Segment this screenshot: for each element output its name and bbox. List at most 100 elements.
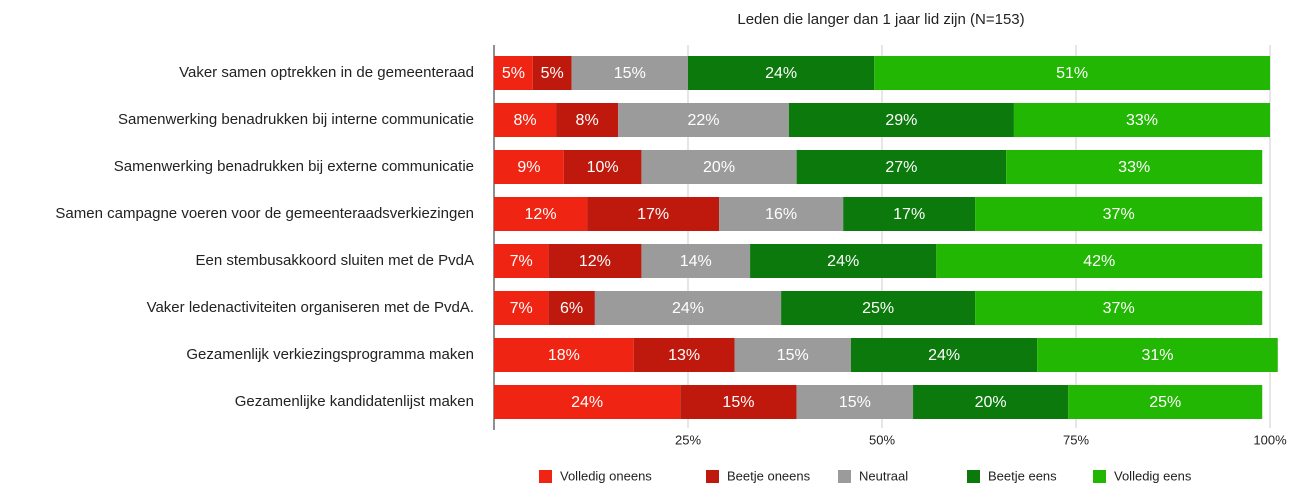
bar-segment xyxy=(594,291,782,325)
bar-segment xyxy=(494,244,549,278)
value-label: 12% xyxy=(525,206,557,223)
value-label: 37% xyxy=(1103,206,1135,223)
value-label: 12% xyxy=(579,253,611,270)
bar-segment xyxy=(633,338,735,372)
value-label: 8% xyxy=(576,112,599,129)
bar-segment xyxy=(975,197,1263,231)
value-label: 24% xyxy=(827,253,859,270)
bar-segment xyxy=(850,338,1038,372)
value-label: 24% xyxy=(672,300,704,317)
bar-segment xyxy=(936,244,1263,278)
bar-segment xyxy=(532,56,572,90)
y-tick-label: Samen campagne voeren voor de gemeentera… xyxy=(55,205,474,222)
value-label: 24% xyxy=(765,65,797,82)
bar-segment xyxy=(680,385,797,419)
chart-title: Leden die langer dan 1 jaar lid zijn (N=… xyxy=(737,11,1024,28)
bar-segment xyxy=(750,244,937,278)
bar-segment xyxy=(494,291,549,325)
value-label: 33% xyxy=(1126,112,1158,129)
bar-segment xyxy=(1006,150,1263,184)
bar-segment xyxy=(641,150,797,184)
x-tick-label: 25% xyxy=(675,432,701,447)
bar-segment xyxy=(1013,103,1270,137)
bar-segment xyxy=(1068,385,1263,419)
value-label: 24% xyxy=(928,347,960,364)
value-label: 29% xyxy=(885,112,917,129)
value-label: 17% xyxy=(637,206,669,223)
value-label: 16% xyxy=(765,206,797,223)
legend-label: Volledig eens xyxy=(1114,468,1192,483)
bar-segment xyxy=(494,385,681,419)
legend-label: Neutraal xyxy=(859,468,908,483)
bar-segment xyxy=(688,56,875,90)
value-label: 24% xyxy=(571,394,603,411)
value-label: 25% xyxy=(862,300,894,317)
legend-label: Beetje eens xyxy=(988,468,1057,483)
y-tick-label: Samenwerking benadrukken bij externe com… xyxy=(114,158,474,175)
value-label: 15% xyxy=(839,394,871,411)
value-label: 42% xyxy=(1083,253,1115,270)
bar-segment xyxy=(556,103,619,137)
value-label: 20% xyxy=(703,159,735,176)
value-label: 22% xyxy=(688,112,720,129)
value-label: 7% xyxy=(510,300,533,317)
bar-segment xyxy=(734,338,851,372)
value-label: 15% xyxy=(614,65,646,82)
x-tick-label: 50% xyxy=(869,432,895,447)
value-label: 25% xyxy=(1149,394,1181,411)
bar-segment xyxy=(571,56,688,90)
bar-segment xyxy=(641,244,751,278)
value-label: 13% xyxy=(668,347,700,364)
value-label: 8% xyxy=(513,112,536,129)
bar-segment xyxy=(587,197,720,231)
bar-segment xyxy=(618,103,789,137)
y-tick-label: Gezamenlijke kandidatenlijst maken xyxy=(235,393,474,410)
bar-segment xyxy=(494,56,533,90)
bar-segment xyxy=(548,291,595,325)
y-tick-label: Samenwerking benadrukken bij interne com… xyxy=(118,111,474,128)
value-label: 15% xyxy=(722,394,754,411)
value-label: 10% xyxy=(587,159,619,176)
value-label: 18% xyxy=(548,347,580,364)
bar-segment xyxy=(494,150,564,184)
legend-swatch xyxy=(539,470,552,483)
bar-segment xyxy=(788,103,1014,137)
bar-segment xyxy=(796,150,1007,184)
y-tick-label: Gezamenlijk verkiezingsprogramma maken xyxy=(186,346,474,363)
value-label: 31% xyxy=(1141,347,1173,364)
legend-swatch xyxy=(967,470,980,483)
bar-segment xyxy=(781,291,976,325)
value-label: 9% xyxy=(517,159,540,176)
value-label: 14% xyxy=(680,253,712,270)
bar-segment xyxy=(548,244,642,278)
value-label: 20% xyxy=(975,394,1007,411)
value-label: 27% xyxy=(885,159,917,176)
bar-segment xyxy=(796,385,914,419)
value-label: 33% xyxy=(1118,159,1150,176)
bar-segment xyxy=(843,197,976,231)
legend-swatch xyxy=(1093,470,1106,483)
y-tick-label: Vaker samen optrekken in de gemeenteraad xyxy=(179,64,474,81)
legend-swatch xyxy=(706,470,719,483)
bar-segment xyxy=(494,103,557,137)
value-label: 6% xyxy=(560,300,583,317)
legend-swatch xyxy=(838,470,851,483)
value-label: 15% xyxy=(777,347,809,364)
y-tick-label: Een stembusakkoord sluiten met de PvdA xyxy=(196,252,474,269)
bar-segment xyxy=(913,385,1069,419)
x-tick-label: 100% xyxy=(1253,432,1287,447)
value-label: 17% xyxy=(893,206,925,223)
bar-segment xyxy=(1037,338,1278,372)
value-label: 7% xyxy=(510,253,533,270)
x-tick-label: 75% xyxy=(1063,432,1089,447)
value-label: 5% xyxy=(541,65,564,82)
value-label: 5% xyxy=(502,65,525,82)
bar-segment xyxy=(494,197,588,231)
bar-segment xyxy=(975,291,1263,325)
y-tick-label: Vaker ledenactiviteiten organiseren met … xyxy=(147,299,474,316)
value-label: 51% xyxy=(1056,65,1088,82)
bar-segment xyxy=(563,150,642,184)
bar-segment xyxy=(719,197,844,231)
value-label: 37% xyxy=(1103,300,1135,317)
